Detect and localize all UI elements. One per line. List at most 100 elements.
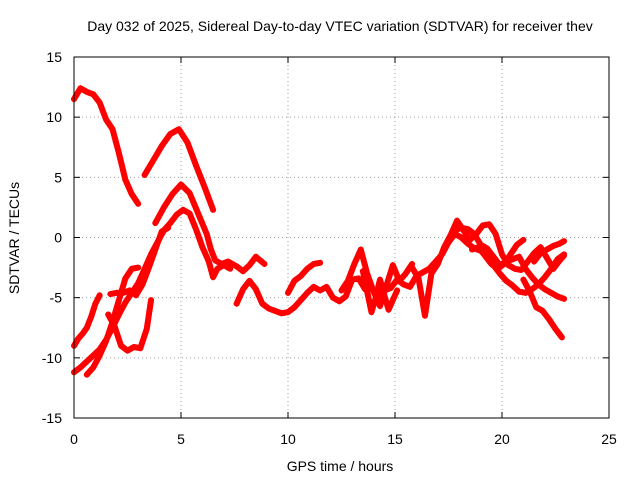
data-point-marker xyxy=(197,238,204,245)
data-point-marker xyxy=(116,153,123,160)
data-point-marker xyxy=(436,255,443,262)
data-point-marker xyxy=(278,310,285,317)
data-point-marker xyxy=(192,226,199,233)
data-point-marker xyxy=(97,102,104,109)
grid-lines xyxy=(74,57,609,418)
data-point-marker xyxy=(189,195,196,202)
data-point-marker xyxy=(196,213,203,220)
data-point-marker xyxy=(113,141,120,148)
data-point-marker xyxy=(208,267,215,274)
data-point-marker xyxy=(99,346,106,353)
data-point-marker xyxy=(497,245,504,252)
data-point-marker xyxy=(114,331,121,338)
data-point-marker xyxy=(203,252,210,259)
data-point-marker xyxy=(96,99,103,106)
data-point-marker xyxy=(383,298,390,305)
data-point-marker xyxy=(207,201,214,208)
data-point-marker xyxy=(105,329,112,336)
data-point-marker xyxy=(377,276,384,283)
data-point-marker xyxy=(203,230,210,237)
data-point-marker xyxy=(377,300,384,307)
data-point-marker xyxy=(112,307,119,314)
data-point-marker xyxy=(180,206,187,213)
data-point-marker xyxy=(121,278,128,285)
data-point-marker xyxy=(547,244,554,251)
data-point-marker xyxy=(265,305,272,312)
data-point-marker xyxy=(388,268,395,275)
data-point-marker xyxy=(122,176,129,183)
data-point-marker xyxy=(515,266,522,273)
data-point-marker xyxy=(234,297,241,304)
y-axis-label: SDTVAR / TECUs xyxy=(6,182,22,294)
data-point-marker xyxy=(361,276,368,283)
data-point-marker xyxy=(116,337,123,344)
data-point-marker xyxy=(159,207,166,214)
data-point-marker xyxy=(191,201,198,208)
data-point-marker xyxy=(387,270,394,277)
data-point-marker xyxy=(439,249,446,256)
data-point-marker xyxy=(154,240,161,247)
data-point-marker xyxy=(143,270,150,277)
x-tick-label: 0 xyxy=(70,431,78,447)
data-point-marker xyxy=(140,336,147,343)
data-point-marker xyxy=(362,264,369,271)
y-tick-label: -5 xyxy=(50,290,63,306)
data-point-marker xyxy=(553,241,560,248)
data-point-marker xyxy=(99,108,106,115)
data-point-marker xyxy=(369,306,376,313)
data-point-marker xyxy=(362,279,369,286)
data-point-marker xyxy=(204,234,211,241)
data-point-marker xyxy=(81,327,88,334)
data-point-marker xyxy=(119,283,126,290)
data-point-marker xyxy=(352,258,359,265)
data-point-marker xyxy=(343,290,350,297)
data-point-marker xyxy=(210,251,217,258)
data-point-marker xyxy=(111,323,118,330)
data-point-marker xyxy=(313,260,320,267)
data-point-marker xyxy=(211,254,218,261)
data-point-marker xyxy=(310,260,317,267)
data-point-marker xyxy=(147,299,154,306)
data-point-marker xyxy=(106,326,113,333)
data-point-marker xyxy=(351,260,358,267)
data-point-marker xyxy=(557,332,564,339)
data-point-marker xyxy=(377,279,384,286)
data-point-marker xyxy=(203,189,210,196)
data-point-marker xyxy=(199,244,206,251)
data-point-marker xyxy=(361,261,368,268)
data-point-marker xyxy=(329,294,336,301)
data-point-marker xyxy=(545,288,552,295)
data-point-marker xyxy=(197,216,204,223)
data-point-marker xyxy=(115,297,122,304)
data-point-marker xyxy=(344,277,351,284)
data-point-marker xyxy=(360,258,367,265)
x-tick-label: 5 xyxy=(177,431,185,447)
data-point-marker xyxy=(144,267,151,274)
data-point-marker xyxy=(158,209,165,216)
data-point-marker xyxy=(150,252,157,259)
data-point-marker xyxy=(359,268,366,275)
data-point-marker xyxy=(390,264,397,271)
data-point-marker xyxy=(152,220,159,227)
data-point-marker xyxy=(140,278,147,285)
data-point-marker xyxy=(345,285,352,292)
data-point-marker xyxy=(186,189,193,196)
data-point-marker xyxy=(185,142,192,149)
data-point-marker xyxy=(101,340,108,347)
data-point-marker xyxy=(352,276,359,283)
data-point-marker xyxy=(215,259,222,266)
data-point-marker xyxy=(233,300,240,307)
data-point-marker xyxy=(124,347,131,354)
data-point-marker xyxy=(360,271,367,278)
data-point-marker xyxy=(80,87,87,94)
data-point-marker xyxy=(207,246,214,253)
data-point-marker xyxy=(557,294,564,301)
data-point-marker xyxy=(558,239,565,246)
data-point-marker xyxy=(551,291,558,298)
y-tick-label: -15 xyxy=(42,410,62,426)
data-point-marker xyxy=(97,349,104,356)
data-point-marker xyxy=(236,294,243,301)
data-point-marker xyxy=(536,306,543,313)
series-sat-c xyxy=(152,181,268,275)
